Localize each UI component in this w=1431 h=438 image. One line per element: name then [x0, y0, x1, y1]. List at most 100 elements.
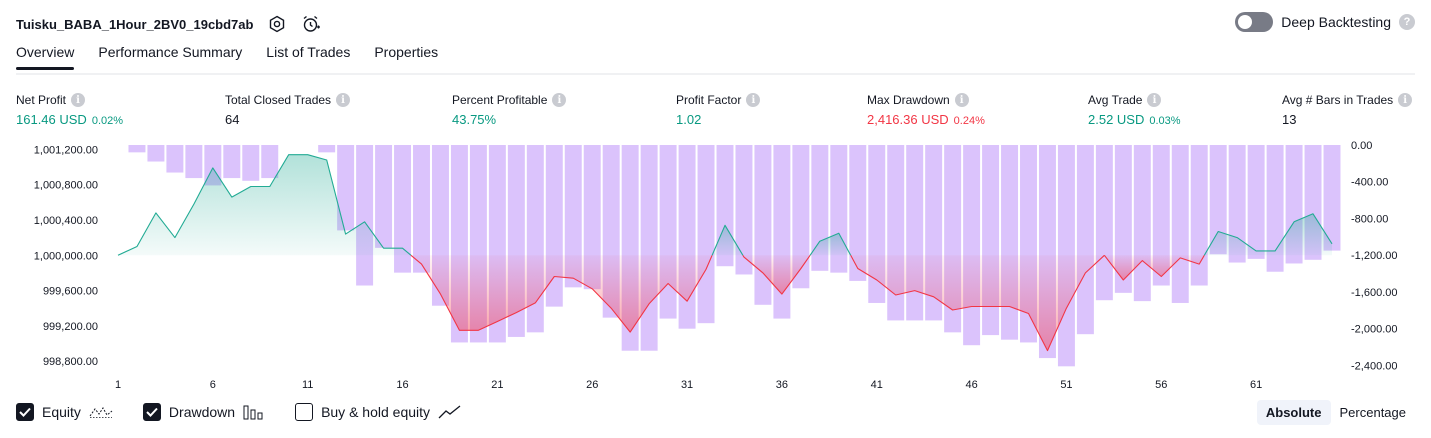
buy-hold-line-icon [438, 405, 461, 419]
x-tick-label: 1 [115, 379, 121, 391]
chart-legend: Equity Drawdown Buy & hold equity [16, 403, 492, 421]
metric-label: Net Profit [16, 93, 67, 107]
x-tick-label: 41 [871, 379, 883, 391]
y-left-tick-label: 1,001,200.00 [34, 144, 98, 156]
info-icon[interactable]: i [552, 93, 567, 107]
loss-area [850, 255, 1105, 351]
x-tick-label: 51 [1060, 379, 1072, 391]
x-axis: 1 6 11 16 21 26 31 36 41 46 51 56 61 [115, 379, 1262, 391]
toggle-knob [1238, 15, 1253, 29]
drawdown-bar [697, 145, 715, 324]
metric-value: 2.52 USD [1088, 112, 1145, 127]
legend-drawdown[interactable]: Drawdown [142, 403, 265, 421]
drawdown-bar [375, 145, 393, 248]
profit-area [118, 154, 411, 256]
metric-percent-profitable: Percent Profitable i 43.75% [452, 93, 567, 127]
metric-label: Avg # Bars in Trades [1282, 93, 1394, 107]
drawdown-bar [185, 145, 203, 179]
drawdown-bar [640, 145, 658, 351]
drawdown-bar [166, 145, 184, 173]
y-left-tick-label: 1,000,800.00 [34, 180, 98, 192]
help-icon[interactable]: ? [1399, 14, 1415, 30]
drawdown-bar [735, 145, 753, 275]
tab-list-of-trades[interactable]: List of Trades [266, 44, 351, 60]
x-tick-label: 11 [302, 379, 313, 391]
metric-total-closed-trades: Total Closed Trades i 64 [225, 93, 351, 127]
info-icon[interactable]: i [71, 93, 86, 107]
profit-line [809, 232, 852, 256]
loss-line [410, 254, 713, 333]
drawdown-bar [1076, 145, 1094, 335]
metric-label: Total Closed Trades [225, 93, 332, 107]
deep-backtesting: Deep Backtesting ? [1235, 12, 1415, 32]
metric-label: Percent Profitable [452, 93, 548, 107]
x-tick-label: 31 [681, 379, 693, 391]
deep-backtesting-toggle[interactable] [1235, 12, 1274, 32]
metric-net-profit: Net Profit i 161.46 USD 0.02% [16, 93, 123, 127]
drawdown-bar [261, 145, 279, 179]
drawdown-bar [1323, 145, 1341, 251]
drawdown-bar [128, 145, 146, 153]
metric-value: 64 [225, 112, 240, 127]
metric-avg-trade: Avg Trade i 2.52 USD 0.03% [1088, 93, 1181, 127]
metric-percent: 0.24% [953, 115, 985, 127]
metric-label: Avg Trade [1088, 93, 1143, 107]
loss-area [411, 255, 713, 333]
x-tick-label: 6 [210, 379, 216, 391]
absolute-button[interactable]: Absolute [1256, 400, 1331, 425]
profit-area [1204, 213, 1332, 256]
drawdown-bar [564, 145, 582, 288]
add-alert-icon[interactable] [301, 14, 321, 34]
drawdown-bar [147, 145, 165, 162]
drawdown-bar [754, 145, 772, 305]
equity-line-icon [89, 407, 113, 418]
x-tick-label: 16 [396, 379, 408, 391]
drawdown-bar [337, 145, 355, 231]
equity-line [117, 154, 1333, 352]
y-right-tick-label: -800.00 [1351, 213, 1388, 225]
y-right-tick-label: -1,600.00 [1351, 287, 1397, 299]
legend-equity[interactable]: Equity [16, 403, 113, 421]
drawdown-bar [583, 145, 601, 290]
loss-line [742, 254, 811, 295]
info-icon[interactable]: i [746, 93, 761, 107]
drawdown-bar [659, 145, 677, 319]
y-right-tick-label: -2,000.00 [1351, 324, 1397, 336]
legend-buy-hold[interactable]: Buy & hold equity [295, 403, 462, 421]
metric-max-drawdown: Max Drawdown i 2,416.36 USD 0.24% [867, 93, 985, 127]
settings-icon[interactable] [267, 14, 287, 34]
x-tick-label: 61 [1250, 379, 1262, 391]
percentage-button[interactable]: Percentage [1339, 405, 1407, 420]
drawdown-bar [394, 145, 412, 273]
x-tick-label: 46 [965, 379, 977, 391]
y-right-tick-label: -1,200.00 [1351, 250, 1397, 262]
metric-value: 161.46 USD [16, 112, 87, 127]
drawdown-bar [963, 145, 981, 346]
legend-equity-label: Equity [42, 404, 81, 420]
drawdown-checkbox[interactable] [142, 403, 161, 421]
metric-percent: 0.02% [91, 115, 124, 127]
drawdown-bar [1247, 145, 1265, 259]
metric-label: Profit Factor [676, 93, 742, 107]
y-right-tick-label: -2,400.00 [1351, 360, 1397, 372]
tab-bar: Overview Performance Summary List of Tra… [16, 44, 438, 70]
loss-line [850, 254, 1105, 352]
tab-overview[interactable]: Overview [16, 44, 75, 70]
loss-area [742, 255, 811, 295]
drawdown-bar [1190, 145, 1208, 286]
buy-hold-checkbox[interactable] [295, 403, 314, 421]
tab-properties[interactable]: Properties [374, 44, 439, 60]
info-icon[interactable]: i [1147, 93, 1162, 107]
drawdown-bar [1152, 145, 1170, 286]
profit-line [1203, 213, 1333, 256]
tab-performance-summary[interactable]: Performance Summary [98, 44, 243, 60]
equity-checkbox[interactable] [16, 403, 34, 421]
equity-drawdown-chart: 1,001,200.00 1,000,800.00 1,000,400.00 1,00… [34, 140, 1398, 391]
info-icon[interactable]: i [336, 93, 351, 107]
metric-value: 1.02 [676, 112, 702, 127]
legend-drawdown-label: Drawdown [168, 404, 236, 420]
x-tick-label: 26 [586, 379, 598, 391]
info-icon[interactable]: i [954, 93, 969, 107]
info-icon[interactable]: i [1398, 93, 1413, 107]
y-left-tick-label: 999,200.00 [43, 321, 98, 333]
